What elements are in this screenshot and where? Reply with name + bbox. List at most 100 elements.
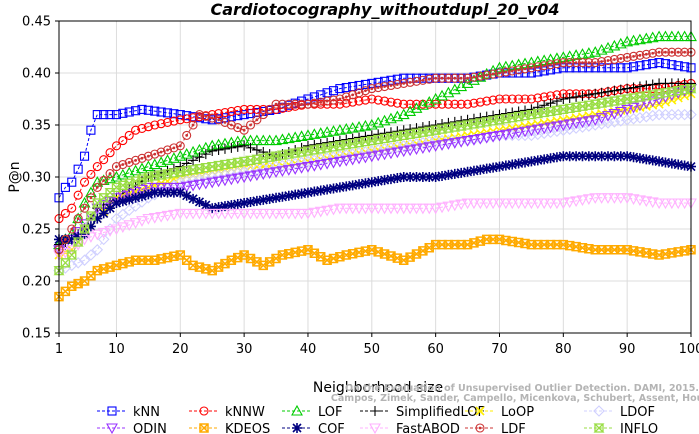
- data-point: [282, 208, 295, 220]
- data-point: [606, 59, 610, 62]
- data-point: [193, 173, 206, 185]
- legend-marker: [475, 406, 485, 416]
- y-tick-label: 0.25: [22, 223, 51, 238]
- data-point: [159, 150, 163, 154]
- data-point: [169, 116, 179, 126]
- data-point: [609, 85, 620, 96]
- data-point: [137, 153, 147, 163]
- data-point: [526, 156, 537, 167]
- data-point: [558, 58, 568, 68]
- data-point: [538, 127, 550, 140]
- data-point: [646, 96, 659, 108]
- legend-item: INFLO: [584, 422, 658, 434]
- data-point: [647, 155, 658, 166]
- data-point: [619, 57, 623, 60]
- legend-label: KDEOS: [225, 422, 270, 434]
- data-point: [263, 134, 276, 146]
- data-point: [263, 161, 276, 174]
- data-point: [538, 198, 551, 210]
- data-point: [282, 132, 295, 144]
- data-point: [347, 180, 358, 191]
- legend-label: LDF: [501, 422, 526, 434]
- data-point: [245, 104, 256, 114]
- data-point: [156, 147, 166, 157]
- data-point: [482, 70, 492, 80]
- data-point: [494, 94, 505, 104]
- data-point: [627, 102, 640, 114]
- data-point: [60, 234, 70, 244]
- data-point: [156, 119, 166, 129]
- data-point: [180, 181, 193, 193]
- data-point: [73, 214, 83, 224]
- data-point: [115, 165, 118, 169]
- data-point: [672, 198, 685, 210]
- data-point: [571, 58, 581, 68]
- data-point: [182, 130, 192, 140]
- data-point: [635, 50, 645, 60]
- data-point: [231, 208, 244, 220]
- data-point: [448, 200, 461, 212]
- data-point: [621, 114, 633, 126]
- data-point: [434, 76, 438, 80]
- data-point: [653, 94, 666, 106]
- data-point: [664, 50, 667, 54]
- data-point: [86, 125, 96, 135]
- legend-label: LDOF: [620, 405, 655, 420]
- data-point: [391, 147, 404, 159]
- data-point: [92, 110, 102, 120]
- data-point: [628, 152, 639, 163]
- data-point: [219, 201, 230, 212]
- data-point: [622, 83, 633, 94]
- data-point: [517, 68, 521, 72]
- data-point: [289, 131, 302, 143]
- data-point: [360, 178, 371, 189]
- data-point: [538, 123, 551, 135]
- data-point: [199, 178, 212, 190]
- data-point: [79, 151, 90, 161]
- data-point: [78, 224, 91, 234]
- data-point: [233, 111, 243, 121]
- data-point: [251, 144, 262, 155]
- data-point: [365, 151, 378, 163]
- data-point: [609, 54, 619, 65]
- data-point: [672, 30, 685, 42]
- data-point: [72, 257, 84, 269]
- data-point: [239, 140, 250, 151]
- data-point: [660, 59, 671, 69]
- data-point: [85, 249, 97, 261]
- credit-line-2: Campos, Zimek, Sander, Campello, Micenko…: [331, 393, 699, 404]
- data-point: [302, 208, 314, 220]
- legend-marker: [292, 423, 302, 433]
- data-point: [258, 110, 268, 120]
- data-point: [328, 86, 339, 96]
- data-point: [175, 115, 185, 125]
- data-point: [220, 107, 230, 118]
- data-point: [239, 110, 249, 120]
- data-point: [289, 208, 302, 220]
- data-point: [469, 98, 479, 108]
- data-point: [348, 97, 358, 107]
- data-point: [405, 77, 415, 87]
- data-point: [172, 146, 176, 150]
- data-point: [105, 110, 115, 120]
- data-point: [453, 76, 457, 80]
- x-tick-label: 70: [491, 342, 508, 357]
- data-point: [614, 193, 627, 204]
- data-point: [312, 101, 316, 105]
- data-point: [302, 187, 313, 198]
- data-point: [582, 47, 595, 58]
- data-point: [306, 102, 310, 106]
- data-point: [295, 163, 308, 174]
- data-point: [156, 187, 167, 198]
- series-layer: [53, 30, 697, 302]
- data-point: [392, 98, 402, 108]
- data-point: [480, 198, 493, 210]
- data-point: [156, 107, 166, 117]
- data-point: [660, 157, 671, 168]
- data-point: [424, 172, 435, 182]
- data-point: [402, 82, 406, 85]
- legend-marker: [593, 423, 605, 433]
- data-point: [379, 175, 390, 186]
- data-point: [174, 176, 187, 188]
- data-point: [376, 86, 380, 89]
